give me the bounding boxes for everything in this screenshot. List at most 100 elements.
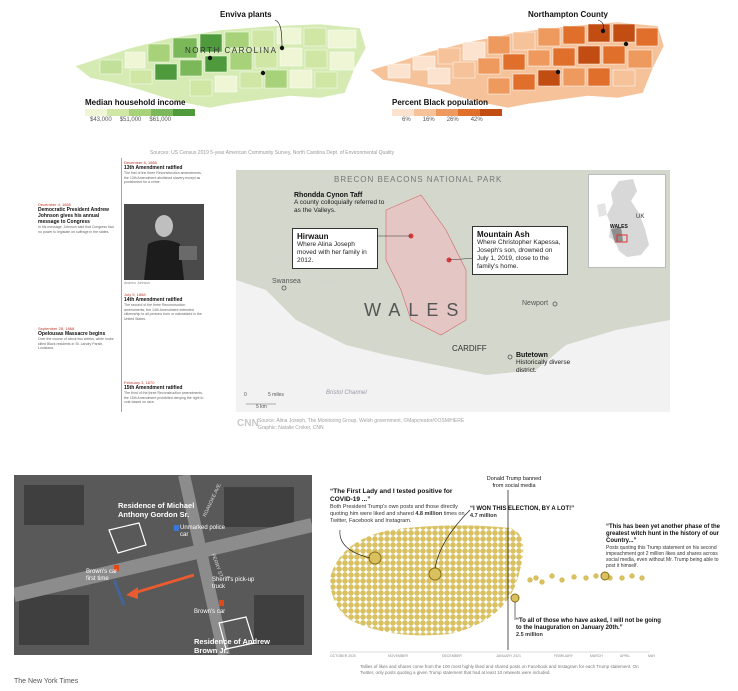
label-gordon-residence: Residence of Michael Anthony Gordon Sr. xyxy=(118,501,195,519)
entry-4-date: September 28, 1868 xyxy=(38,326,75,331)
entry-2-title: Democratic President Andrew Johnson give… xyxy=(38,207,109,225)
callout-rhondda: Rhondda Cynon Taff A county colloquially… xyxy=(294,192,386,215)
hirwaun-text: Where Alina Joseph moved with her family… xyxy=(297,241,367,264)
quote-inauguration: “To all of those who have asked, I will … xyxy=(516,618,666,638)
callout-butetown: Butetown Historically diverse district. xyxy=(516,352,586,375)
black-legend: Percent Black population 6% 16% 26% 42% xyxy=(392,98,592,123)
entry-1-title: 13th Amendment ratified xyxy=(124,165,183,171)
northampton-annotation: Northampton County xyxy=(528,10,608,19)
inset-uk-label: UK xyxy=(636,214,645,220)
black-legend-title: Percent Black population xyxy=(392,98,489,107)
label-brown-car: Brown's car first time xyxy=(86,569,118,582)
quote-witch-hunt: “This has been yet another phase of the … xyxy=(606,524,728,569)
scale-km: 5 km xyxy=(256,404,267,410)
entry-2-body: In his message, Johnson said that Congre… xyxy=(38,225,114,234)
trump-bubble-chart xyxy=(330,490,650,653)
month-nov: NOVEMBER xyxy=(388,654,409,658)
quote-won-title: “I WON THIS ELECTION, BY A LOT!” xyxy=(470,506,575,512)
nyt-credit: The New York Times xyxy=(14,678,79,685)
butetown-title: Butetown xyxy=(516,352,548,359)
entry-2-date: December 4, 1865 xyxy=(38,202,71,207)
cnn-logo: CNN xyxy=(237,418,259,429)
entry-5-date: February 3, 1870 xyxy=(124,380,155,385)
income-legend-title: Median household income xyxy=(85,98,186,107)
entry-3-body: The second of the three Reconstruction a… xyxy=(124,303,202,321)
ban-note: Donald Trump banned from social media xyxy=(486,476,542,489)
country-label: WALES xyxy=(364,300,467,320)
entry-3-date: July 9, 1868 xyxy=(124,292,146,297)
hirwaun-title: Hirwaun xyxy=(297,232,329,241)
entry-1-body: The first of the three Reconstruction am… xyxy=(124,171,202,184)
quote-witch-title: “This has been yet another phase of the … xyxy=(606,524,721,544)
income-swatch-3 xyxy=(129,109,151,116)
aerial-photo-panel: Residence of Michael Anthony Gordon Sr. … xyxy=(14,475,312,655)
income-tick-2: $51,000 xyxy=(119,117,142,123)
quote-won-value: 4.7 million xyxy=(470,513,497,519)
rhondda-text: A county colloquially referred to as the… xyxy=(294,199,385,214)
month-oct: OCTOBER 2020 xyxy=(330,654,357,658)
income-swatch-1 xyxy=(85,109,107,116)
black-legend-bar xyxy=(392,109,502,116)
income-legend-ticks: $43,000 $51,000 $61,000 xyxy=(90,117,285,123)
black-swatch-2 xyxy=(414,109,436,116)
quote-covid: “The First Lady and I tested positive fo… xyxy=(330,488,470,525)
callout-mountain-ash: Mountain Ash Where Christopher Kapessa, … xyxy=(472,226,568,275)
mountain-ash-text: Where Christopher Kapessa, Joseph's son,… xyxy=(477,239,561,270)
month-feb: FEBRUARY xyxy=(554,654,573,658)
quote-inaug-value: 2.5 million xyxy=(516,632,543,638)
black-swatch-3 xyxy=(436,109,458,116)
city-swansea: Swansea xyxy=(272,278,301,285)
scale-zero: 0 xyxy=(244,392,247,398)
wales-map xyxy=(236,170,670,412)
label-brown-car-2: Brown's car xyxy=(194,609,226,615)
nc-black-panel: Northampton County xyxy=(368,8,668,128)
month-axis: OCTOBER 2020 NOVEMBER DECEMBER JANUARY 2… xyxy=(330,654,660,662)
black-tick-2: 16% xyxy=(422,117,435,123)
entry-1-date: December 6, 1865 xyxy=(124,160,157,165)
entry-5-title: 15th Amendment ratified xyxy=(124,385,183,391)
city-cardiff: CARDIFF xyxy=(452,344,487,353)
state-label: NORTH CAROLINA xyxy=(185,46,278,55)
park-label: BRECON BEACONS NATIONAL PARK xyxy=(334,175,503,184)
wales-map-panel: BRECON BEACONS NATIONAL PARK Rhondda Cyn… xyxy=(236,170,670,412)
black-tick-1: 6% xyxy=(402,117,411,123)
mountain-ash-title: Mountain Ash xyxy=(477,230,530,239)
nc-black-map xyxy=(369,19,665,109)
timeline-entry-5: February 3, 1870 15th Amendment ratified… xyxy=(124,380,204,405)
quote-won-election: “I WON THIS ELECTION, BY A LOT!” 4.7 mil… xyxy=(470,506,590,519)
callout-hirwaun: Hirwaun Where Alina Joseph moved with he… xyxy=(292,228,378,269)
quote-covid-text-b: times on Twitter, Facebook and Instagram… xyxy=(330,511,465,524)
quote-covid-value: 4.8 million xyxy=(415,511,443,517)
aerial-photo xyxy=(14,475,312,655)
wales-credit: Graphic: Natalie Croker, CNN xyxy=(258,425,324,431)
quote-inaug-title: “To all of those who have asked, I will … xyxy=(516,618,661,631)
timeline-entry-3: July 9, 1868 14th Amendment ratified The… xyxy=(124,292,204,321)
income-swatch-2 xyxy=(107,109,129,116)
entry-3-title: 14th Amendment ratified xyxy=(124,297,183,303)
timeline-entry-2: December 4, 1865 Democratic President An… xyxy=(38,202,118,234)
income-legend: Median household income $43,000 $51,000 … xyxy=(85,98,285,123)
month-apr: APRIL xyxy=(620,654,631,658)
quote-covid-title: “The First Lady and I tested positive fo… xyxy=(330,488,453,503)
trump-footnote: Tallies of likes and shares come from th… xyxy=(360,664,639,675)
quote-witch-text: Posts quoting this Trump statement on hi… xyxy=(606,545,719,569)
uk-inset-map xyxy=(588,174,666,268)
inset-wales-label: WALES xyxy=(610,224,628,230)
entry-5-body: The third of the three Reconstruction am… xyxy=(124,391,204,404)
source-line: Sources: US Census 2019 5-year American … xyxy=(150,150,395,156)
black-swatch-1 xyxy=(392,109,414,116)
timeline-entry-1: December 6, 1865 13th Amendment ratified… xyxy=(124,160,204,185)
income-swatch-5 xyxy=(173,109,195,116)
black-tick-4: 42% xyxy=(470,117,483,123)
income-tick-3: $61,000 xyxy=(149,117,172,123)
andrew-johnson-portrait xyxy=(124,204,204,280)
entry-4-body: Over the course of about two weeks, whit… xyxy=(38,337,114,350)
butetown-text: Historically diverse district. xyxy=(516,359,571,374)
timeline-panel: December 6, 1865 13th Amendment ratified… xyxy=(36,158,216,412)
entry-4-title: Opelousas Massacre begins xyxy=(38,331,106,337)
month-mar: MARCH xyxy=(590,654,603,658)
city-newport: Newport xyxy=(522,300,549,307)
label-brown-residence: Residence of Andrew Brown Jr. xyxy=(194,637,270,655)
label-police-car: Unmarked police car xyxy=(180,525,226,538)
timeline-entry-4: September 28, 1868 Opelousas Massacre be… xyxy=(38,326,118,351)
